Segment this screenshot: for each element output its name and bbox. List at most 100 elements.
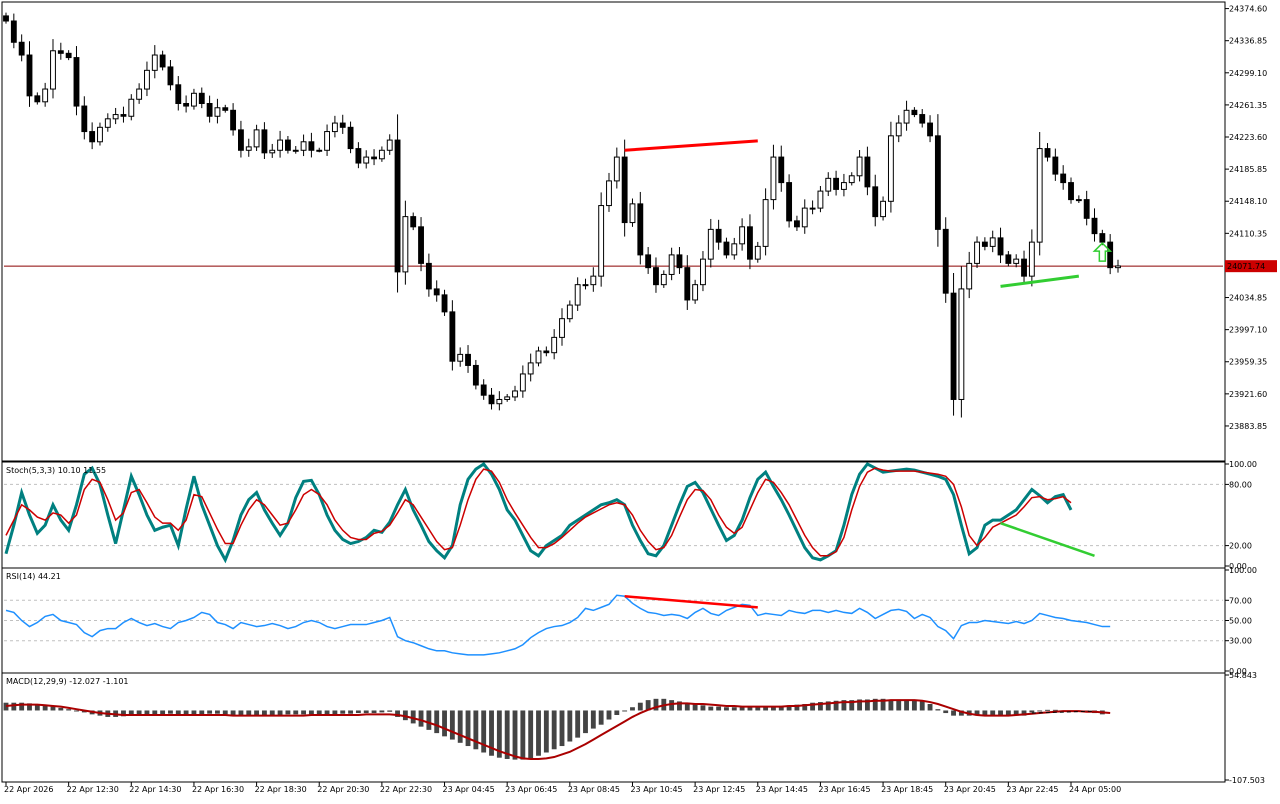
candle-bearish [950,292,957,400]
candle-bearish [637,203,644,256]
macd-histogram-bar [771,706,776,711]
macd-histogram-bar [363,710,369,714]
candle-bullish [191,92,197,107]
macd-histogram-bar [536,710,541,756]
macd-histogram-bar [19,702,25,711]
macd-histogram-bar [778,705,784,711]
candle-bullish [856,156,863,177]
macd-histogram-bar [880,698,886,711]
macd-histogram-bar [982,710,988,716]
rsi-axis-label: 100.00 [1229,566,1257,575]
candle-bullish [1036,148,1043,243]
macd-histogram-bar [888,699,894,711]
candle-bearish [981,241,988,247]
macd-histogram-bar [786,705,792,711]
macd-histogram-bar [379,710,385,713]
macd-histogram-bar [457,710,463,743]
current-price-tag [1225,260,1277,273]
stoch-bullish-divergence [1000,521,1095,557]
candle-bearish [621,156,628,224]
candle-bearish [872,186,879,218]
candle-bullish [527,362,534,375]
candle-bullish [801,207,808,228]
macd-histogram-bar [308,710,314,715]
macd-histogram-bar [121,710,126,717]
price-axis-label: 24336.85 [1229,37,1267,46]
macd-histogram-bar [653,698,659,711]
candle-bearish [449,311,456,362]
candle-bullish [386,139,393,151]
price-axis-label: 24261.35 [1229,101,1267,110]
candle-bullish [887,135,894,202]
candle-bullish [504,396,511,400]
time-axis-label: 23 Apr 06:45 [505,785,557,794]
candle-bearish [222,107,229,111]
candle-bearish [159,54,166,68]
macd-histogram-bar [708,706,714,711]
rsi-label: RSI(14) 44.21 [6,572,61,581]
candle-bearish [676,254,683,269]
macd-histogram-bar [324,710,330,715]
current-price-label: 24071.74 [1227,262,1265,271]
macd-histogram-bar [175,710,181,715]
candle-bullish [731,243,738,256]
candle-bearish [73,57,80,107]
candle-bearish [488,394,495,405]
macd-histogram-bar [1037,710,1043,712]
candle-bearish [778,156,785,184]
price-axis-label: 24034.85 [1229,294,1267,303]
macd-histogram-bar [551,710,557,750]
macd-histogram-bar [857,699,863,711]
macd-histogram-bar [410,710,416,724]
candle-bearish [81,105,88,133]
macd-histogram-bar [340,710,346,714]
macd-histogram-bar [630,707,635,711]
price-axis-label: 24110.35 [1229,229,1267,238]
candle-bullish [754,245,761,260]
candle-bearish [120,114,127,117]
candle-bearish [1099,233,1106,243]
candle-bullish [809,207,816,210]
candle-bullish [97,126,103,143]
macd-histogram-bar [763,707,769,711]
price-axis-label: 24223.60 [1229,133,1267,142]
candle-bullish [770,156,777,201]
macd-histogram-bar [817,702,823,711]
time-axis-label: 23 Apr 14:45 [756,785,808,794]
candle-bearish [206,103,213,117]
macd-histogram-bar [998,710,1003,716]
macd-histogram-bar [590,710,596,729]
candle-bullish [535,350,542,364]
macd-histogram-bar [692,704,698,711]
macd-histogram-bar [144,710,150,715]
macd-histogram-bar [1045,709,1050,711]
candle-bearish [18,41,25,56]
macd-histogram-bar [833,700,839,711]
time-axis-label: 24 Apr 05:00 [1069,785,1121,794]
macd-histogram-bar [872,698,878,711]
stochastic-axis-label: 0.00 [1229,562,1247,571]
macd-histogram-bar [864,699,870,711]
candle-bullish [692,284,699,301]
candle-bearish [167,66,174,86]
candle-bullish [700,258,706,286]
macd-histogram-bar [183,710,189,715]
macd-histogram-bar [637,702,643,711]
candle-bearish [723,241,730,256]
macd-histogram-bar [387,710,393,712]
time-axis-label: 23 Apr 18:45 [881,785,933,794]
macd-histogram-bar [943,710,949,714]
candle-bullish [245,146,252,151]
macd-histogram-bar [716,706,722,711]
macd-histogram-bar [614,710,620,715]
macd-histogram-bar [1052,709,1058,711]
time-axis-label: 22 Apr 2026 [4,785,53,794]
macd-histogram-bar [348,710,353,714]
macd-axis-label: 54.843 [1229,671,1257,680]
candle-bearish [1083,199,1090,219]
candle-bearish [794,220,800,228]
macd-histogram-bar [42,705,48,711]
macd-histogram-bar [230,710,236,715]
macd-histogram-bar [904,699,909,711]
candle-bearish [1052,156,1059,175]
